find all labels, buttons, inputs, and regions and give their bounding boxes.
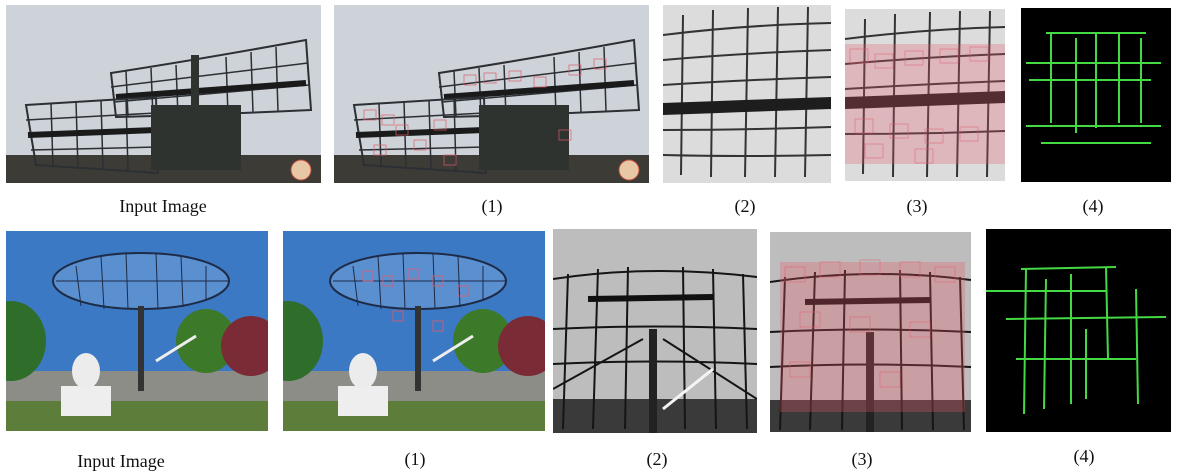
row1-result-3 (845, 9, 1005, 181)
row1-result-4 (1021, 8, 1171, 182)
row2-result-4 (986, 229, 1171, 432)
row2-result-2 (553, 229, 757, 433)
row1-result-2 (663, 5, 831, 183)
row2-caption-4: (4) (1073, 446, 1095, 466)
row1-caption-input: Input Image (119, 196, 207, 216)
row2-result-1 (283, 231, 545, 431)
row2-caption-input: Input Image (77, 451, 165, 471)
row2-caption-3: (3) (851, 449, 873, 469)
row2-caption-2: (2) (646, 449, 668, 469)
row1-input-image (6, 5, 321, 183)
row1-result-1 (334, 5, 649, 183)
row1-caption-4: (4) (1082, 196, 1104, 216)
row1-caption-1: (1) (481, 196, 503, 216)
row2-caption-1: (1) (404, 449, 426, 469)
row1-caption-3: (3) (906, 196, 928, 216)
row2-input-image (6, 231, 268, 431)
row1-caption-2: (2) (734, 196, 756, 216)
row2-result-3 (770, 232, 971, 432)
